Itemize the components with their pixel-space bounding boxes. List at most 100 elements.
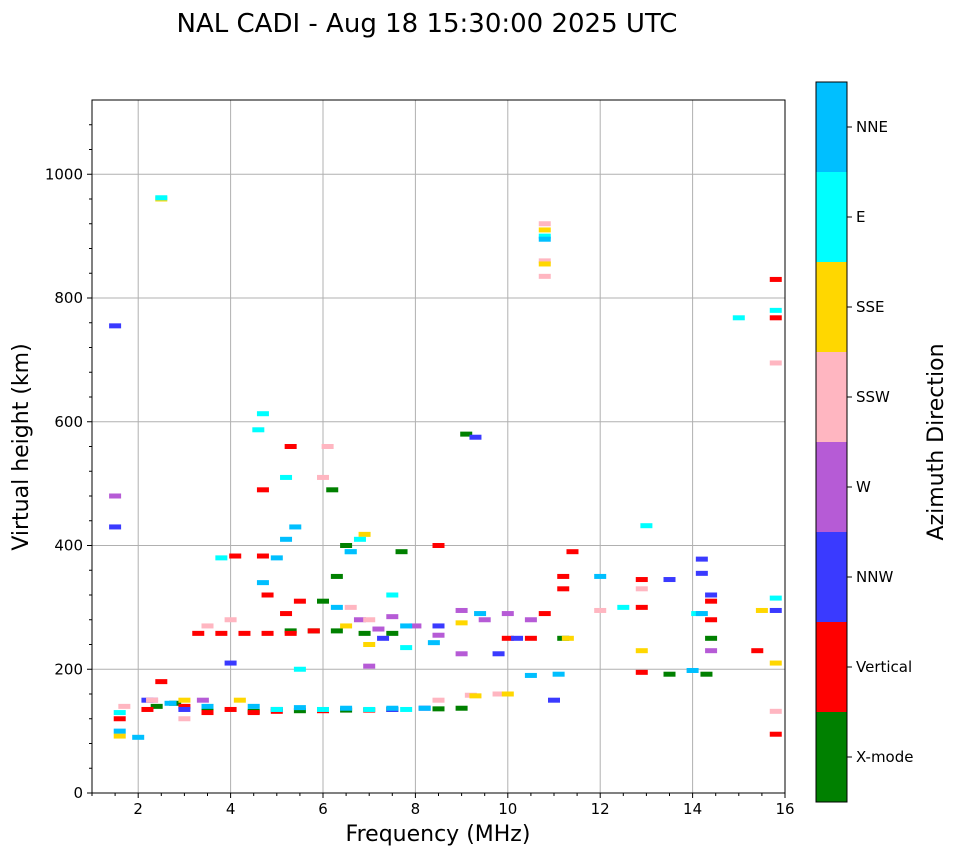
echo-point-vertical [192,630,205,636]
echo-point-e [400,706,413,712]
x-tick-label: 10 [498,800,517,818]
echo-point-vertical [256,553,269,559]
echo-point-e [538,233,551,239]
echo-point-e [617,604,630,610]
x-tick-label: 8 [411,800,421,818]
echo-point-nne [113,728,126,734]
echo-point-nne [344,549,357,555]
echo-point-nnw [695,570,708,576]
echo-point-w [363,663,376,669]
echo-point-sse [113,733,126,739]
echo-point-nne [293,705,306,711]
colorbar-segment-ssw [816,352,847,442]
echo-point-nne [247,703,260,709]
echo-point-w [524,617,537,623]
y-tick-label: 400 [54,537,83,555]
echo-point-ssw [317,474,329,480]
colorbar-label: NNW [856,568,893,586]
echo-point-vertical [284,444,297,449]
echo-point-x-mode [705,635,718,641]
echo-point-nne [289,524,302,530]
echo-point-ssw [344,604,357,610]
echo-point-vertical [261,592,274,598]
echo-point-vertical [229,553,242,559]
echo-point-vertical [635,577,648,583]
echo-point-sse [635,648,648,654]
echo-point-vertical [538,611,551,617]
echo-point-vertical [635,604,648,610]
echo-point-x-mode [663,671,676,677]
echo-point-e [769,307,782,313]
echo-point-nne [686,667,699,673]
echo-point-nnw [224,660,237,666]
echo-point-vertical [432,543,445,548]
colorbar-segment-vertical [816,622,847,712]
echo-point-nnw [178,706,191,712]
echo-point-w [386,614,399,620]
echo-point-x-mode [330,628,343,634]
echo-point-w [478,617,491,623]
echo-point-e [317,706,329,712]
echo-point-w [353,617,366,623]
echo-point-e [113,710,126,716]
echo-point-nne [400,623,413,629]
echo-point-vertical [261,630,274,636]
echo-point-w [372,626,385,632]
echo-point-x-mode [201,706,214,712]
echo-point-x-mode [317,598,329,604]
echo-point-x-mode [358,630,371,636]
echo-point-e [386,592,399,598]
echo-point-vertical [224,706,237,712]
echo-point-x-mode [460,431,473,437]
echo-point-ssw [224,617,237,623]
colorbar-segment-x-mode [816,712,847,802]
echo-point-nne [280,536,293,542]
echo-point-sse [363,642,376,647]
echo-point-nne [474,611,487,617]
x-tick-label: 4 [226,800,236,818]
echo-point-nne [201,703,214,709]
echo-point-e [293,666,306,672]
echo-point-vertical [215,630,228,636]
echo-point-ssw [538,258,551,264]
echo-point-x-mode [150,703,163,709]
echo-point-sse [340,623,353,629]
echo-point-vertical [769,315,782,321]
colorbar-label: SSE [856,298,885,316]
echo-point-w [501,611,514,617]
echo-point-vertical [769,276,782,282]
echo-point-e [363,706,376,712]
y-tick-label: 0 [73,784,83,802]
colorbar-title: Azimuth Direction [924,343,949,540]
echo-point-nne [330,604,343,610]
echo-point-nne [386,705,399,711]
echo-point-sse [755,607,768,613]
echo-point-vertical [293,598,306,604]
echo-point-vertical [751,648,764,654]
echo-point-ssw [363,617,376,623]
echo-point-e [155,195,168,201]
y-axis-label: Virtual height (km) [9,343,34,550]
y-tick-label: 200 [54,660,83,678]
echo-point-sse [538,261,551,267]
echo-point-nne [132,734,145,740]
echo-point-x-mode [293,708,306,714]
echo-point-nne [427,640,440,646]
echo-point-sse [233,697,246,703]
data-points-layer [109,195,782,740]
echo-point-vertical [247,710,260,716]
echo-point-w [109,493,122,499]
echo-point-e [280,474,293,480]
echo-point-ssw [769,708,782,714]
echo-point-nne [695,611,708,617]
echo-point-vertical [635,669,648,675]
grid-layer [92,100,786,794]
echo-point-nne [340,705,353,711]
x-tick-label: 14 [683,800,702,818]
x-tick-label: 12 [591,800,610,818]
echo-point-nnw [492,651,505,657]
colorbar-segment-sse [816,262,847,352]
echo-point-e [400,645,413,651]
x-tick-label: 6 [318,800,328,818]
